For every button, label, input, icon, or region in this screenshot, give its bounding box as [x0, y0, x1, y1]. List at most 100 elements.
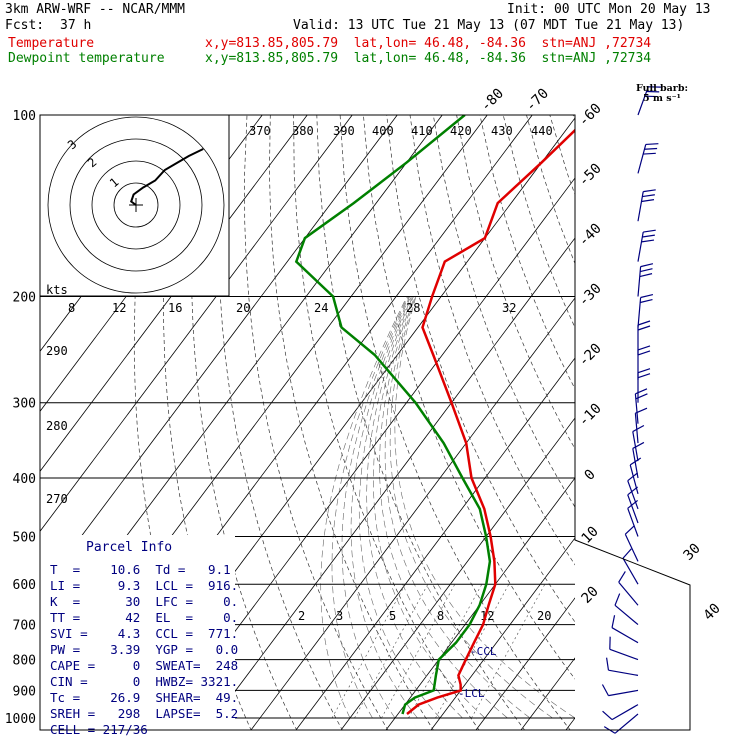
- parcel-row-cin: CIN = 0 HWBZ= 3321.: [50, 674, 239, 689]
- wind-barb: [624, 525, 639, 562]
- parcel-row-svi: SVI = 4.3 CCL = 771.: [50, 626, 239, 641]
- isotherm-line: [160, 177, 575, 730]
- wind-barb-flag: [646, 90, 660, 93]
- isotherm-line: [340, 417, 575, 730]
- dry-adiabat: [218, 115, 343, 730]
- theta-label: 440: [531, 124, 553, 138]
- wind-barb-staff: [627, 480, 639, 510]
- wind-barb-staff: [637, 191, 644, 222]
- wind-barb-flag: [614, 593, 621, 606]
- wind-barb-flag: [643, 189, 656, 193]
- wind-barb-flag: [618, 571, 626, 583]
- mixing-ratio-label: 2: [298, 609, 305, 623]
- wind-barb-flag: [637, 373, 651, 379]
- moist-adiabat: [389, 296, 553, 719]
- wind-barb-flag: [632, 441, 645, 449]
- pressure-tick-label: 200: [13, 291, 36, 306]
- theta-label: 420: [450, 124, 472, 138]
- isotherm-label: -70: [523, 86, 552, 115]
- isotherm-line: [295, 357, 575, 730]
- pressure-tick-label: 400: [13, 472, 36, 487]
- isotherm-line: [250, 297, 575, 730]
- wind-barb-flag: [609, 636, 611, 650]
- wind-barb: [627, 499, 639, 537]
- parcel-info-box: [40, 535, 235, 730]
- wind-barb-staff: [637, 86, 649, 116]
- wind-barb-flag: [611, 615, 616, 628]
- wind-barb-flag: [645, 143, 659, 146]
- speed-tick-label: 24: [314, 301, 328, 315]
- wind-barb: [609, 636, 639, 661]
- dry-adiabat-label: 290: [46, 344, 68, 358]
- pressure-tick-label: 700: [13, 619, 36, 634]
- isotherm-line: [475, 597, 575, 730]
- wind-barb: [602, 704, 639, 721]
- temperature-line: [406, 128, 575, 715]
- theta-label: 390: [333, 124, 355, 138]
- isotherm-label: -20: [576, 341, 605, 370]
- isotherm-label: -40: [576, 221, 605, 250]
- isotherm-label: -50: [576, 161, 605, 190]
- theta-label: 430: [491, 124, 513, 138]
- moist-adiabat: [358, 296, 441, 719]
- speed-tick-label: 16: [168, 301, 182, 315]
- wind-barb: [627, 486, 639, 524]
- dry-adiabat: [596, 115, 740, 731]
- dry-adiabat: [432, 115, 575, 508]
- mixing-ratio-line: [381, 584, 456, 719]
- wind-barb-flag: [632, 425, 645, 433]
- wind-barb: [606, 657, 639, 676]
- wind-barb-staff: [622, 557, 639, 585]
- dewpoint-location: x,y=813.85,805.79 lat,lon= 46.48, -84.36…: [205, 51, 652, 66]
- mixing-ratio-label: 5: [389, 609, 396, 623]
- wind-barb-flag: [627, 499, 639, 509]
- wind-barb-staff: [632, 431, 639, 462]
- chart-frame: [39, 114, 691, 731]
- wind-barb-staff: [627, 508, 639, 537]
- wind-barb-flag: [637, 368, 651, 374]
- wind-barb-flag: [642, 234, 655, 238]
- wind-barb-flag: [641, 239, 655, 243]
- wind-barb: [622, 548, 639, 585]
- mixing-ratio-line: [354, 584, 429, 719]
- pressure-tick-label: 1000: [5, 712, 36, 727]
- isotherm-label: -10: [576, 401, 605, 430]
- wind-barb-staff: [614, 604, 639, 626]
- wind-barb: [603, 713, 639, 734]
- dry-adiabat: [163, 115, 252, 730]
- wind-barb-flag: [641, 199, 655, 203]
- wind-barb-flag: [622, 548, 632, 559]
- wind-barb-flag: [629, 457, 642, 466]
- wind-barb: [601, 684, 639, 697]
- pressure-tick-label: 900: [13, 684, 36, 699]
- isotherm-line: [385, 477, 575, 730]
- wind-barb-flag: [643, 152, 656, 155]
- wind-barb-flag: [635, 388, 648, 395]
- wind-barb: [637, 229, 656, 262]
- wind-barb-flag: [601, 684, 609, 696]
- dry-adiabat: [526, 115, 575, 265]
- dry-adiabat: [386, 115, 575, 623]
- pressure-tick-label: 300: [13, 397, 36, 412]
- isotherm-label: -60: [576, 101, 605, 130]
- dry-adiabat: [502, 115, 575, 329]
- init-time: Init: 00 UTC Mon 20 May 13: [507, 2, 711, 17]
- mixing-ratio-line: [435, 584, 510, 719]
- isotherm-line: [40, 115, 308, 473]
- moist-adiabat: [366, 296, 463, 719]
- wind-barb: [629, 457, 642, 495]
- wind-barb-flag: [642, 194, 655, 198]
- lcl-annotation: -LCL: [458, 687, 485, 700]
- speed-tick-label: 32: [502, 301, 516, 315]
- speed-tick-label: 28: [406, 301, 420, 315]
- wind-barb-staff: [609, 648, 639, 661]
- theta-label: 400: [372, 124, 394, 138]
- wind-barb-staff: [611, 704, 639, 721]
- isotherm-label: 10: [579, 524, 602, 547]
- parcel-row-cape: CAPE = 0 SWEAT= 248: [50, 658, 239, 673]
- dry-adiabat-label: 280: [46, 419, 68, 433]
- mixing-ratio-line: [331, 584, 406, 719]
- wind-barb-flag: [606, 657, 610, 671]
- dry-adiabat: [244, 115, 389, 730]
